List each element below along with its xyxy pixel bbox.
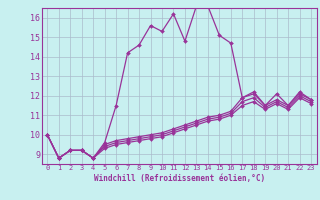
X-axis label: Windchill (Refroidissement éolien,°C): Windchill (Refroidissement éolien,°C) (94, 174, 265, 183)
